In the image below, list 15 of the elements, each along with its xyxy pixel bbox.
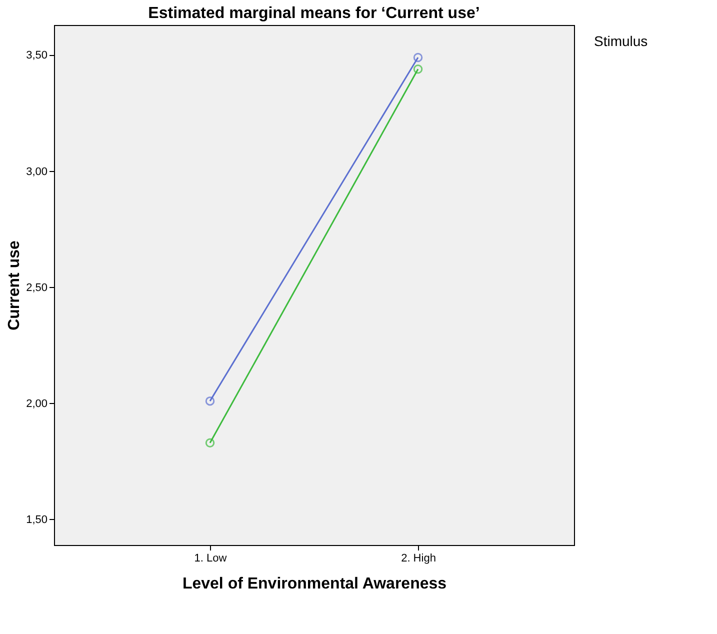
text: Stimulus: [594, 33, 648, 49]
point: [413, 64, 423, 74]
point: [205, 396, 215, 406]
point: [413, 52, 423, 62]
y-tick-label: 1,50: [26, 514, 48, 526]
point: [205, 438, 215, 448]
x-axis-title: Level of Environmental Awareness: [182, 576, 447, 592]
y-tick-label: 3,50: [26, 50, 48, 62]
chart-title: Estimated marginal means for ‘Current use’: [148, 5, 480, 22]
y-tick-label: 2,50: [26, 282, 48, 294]
y-tick-label: 2,00: [26, 398, 48, 410]
y-axis-title: Current use: [6, 240, 24, 330]
y-tick-label: 3,00: [26, 166, 48, 178]
x-tick-label: 2. High: [401, 552, 436, 564]
x-tick-label: 1. Low: [194, 552, 227, 564]
